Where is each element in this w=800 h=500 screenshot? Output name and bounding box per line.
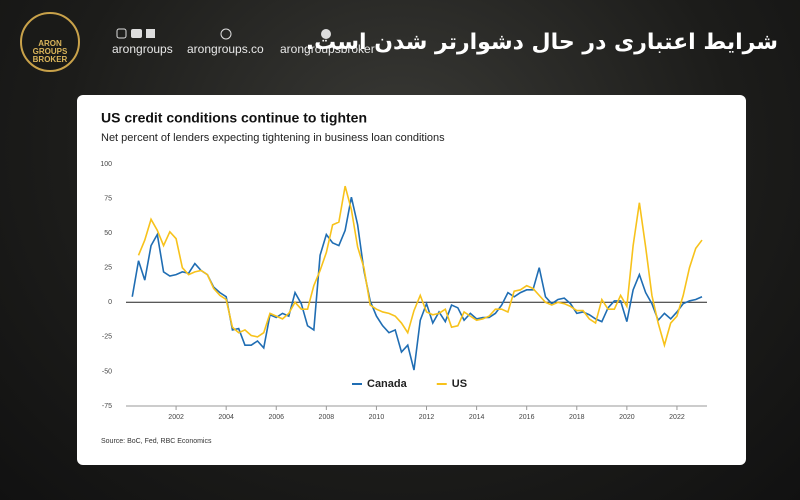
x-tick-label: 2018: [569, 414, 585, 421]
series-line: [137, 185, 703, 349]
y-tick-label: -50: [102, 368, 112, 375]
icon: [146, 29, 155, 38]
logo: ARON GROUPS BROKER: [20, 12, 80, 72]
icon: [131, 29, 142, 38]
x-tick-label: 2020: [619, 414, 635, 421]
social-handle[interactable]: arongroups: [112, 42, 173, 56]
x-tick-label: 2022: [669, 414, 685, 421]
y-tick-label: -25: [102, 334, 112, 341]
x-tick-label: 2016: [519, 414, 535, 421]
y-tick-label: -75: [102, 403, 112, 410]
legend-label: Canada: [367, 378, 408, 390]
x-tick-label: 2002: [168, 414, 184, 421]
icon: [116, 28, 127, 39]
y-tick-label: 0: [108, 299, 112, 306]
icon: [220, 28, 232, 40]
source: Source: BoC, Fed, RBC Economics: [101, 438, 212, 445]
y-tick-label: 25: [104, 265, 112, 272]
chart-subtitle: Net percent of lenders expecting tighten…: [101, 132, 445, 144]
chart: US credit conditions continue to tighten…: [100, 110, 707, 445]
page-title: شرایط اعتباری در حال دشوارتر شدن است.: [305, 30, 778, 55]
chart-title: US credit conditions continue to tighten: [101, 110, 367, 126]
x-tick-label: 2012: [419, 414, 435, 421]
x-tick-label: 2010: [369, 414, 385, 421]
legend-label: US: [452, 378, 467, 390]
y-tick-label: 100: [100, 161, 112, 168]
icon: [321, 29, 331, 39]
y-tick-label: 50: [104, 230, 112, 237]
website[interactable]: arongroups.co: [187, 42, 264, 56]
series-line: [131, 197, 703, 371]
x-tick-label: 2004: [218, 414, 234, 421]
header-icons: [116, 28, 331, 40]
telegram-handle[interactable]: arongroupsbroker: [280, 42, 375, 56]
y-tick-label: 75: [104, 195, 112, 202]
x-tick-label: 2014: [469, 414, 485, 421]
chart-card: US credit conditions continue to tighten…: [77, 95, 746, 465]
x-tick-label: 2008: [319, 414, 335, 421]
x-tick-label: 2006: [268, 414, 284, 421]
